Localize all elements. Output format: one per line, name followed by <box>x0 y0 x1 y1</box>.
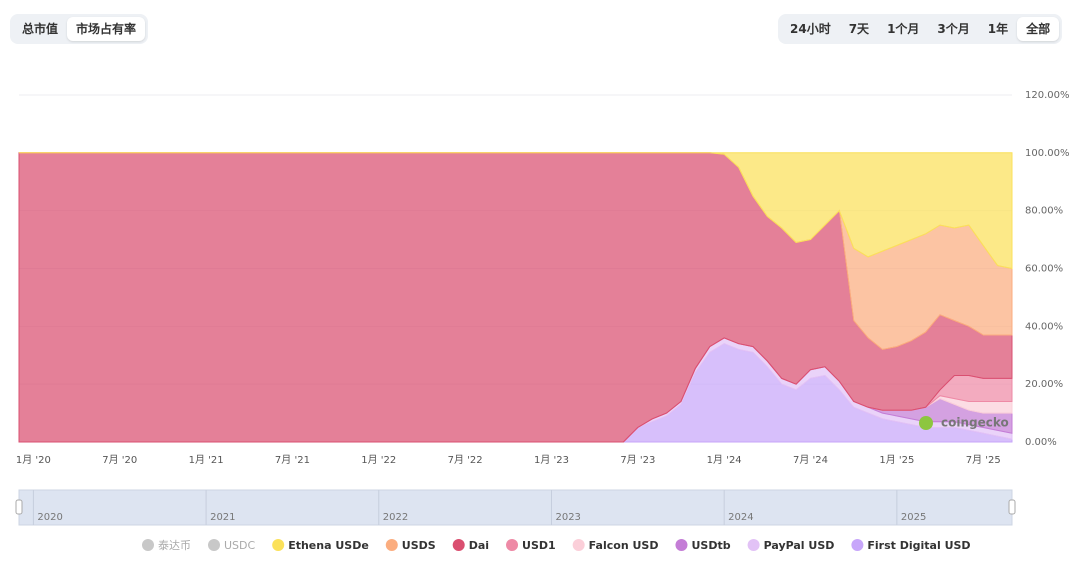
toggle-button[interactable]: 1个月 <box>887 22 920 36</box>
legend-item[interactable]: Dai <box>452 539 489 552</box>
x-tick-label: 7月 '25 <box>966 454 1001 466</box>
y-tick-label: 80.00% <box>1025 206 1063 217</box>
legend-label: Dai <box>469 539 489 552</box>
y-tick-label: 60.00% <box>1025 264 1063 275</box>
legend-item[interactable]: USDC <box>208 539 256 552</box>
y-tick-label: 100.00% <box>1025 148 1070 159</box>
view-toggle: 总市值 市场占有率 <box>10 14 149 44</box>
legend-label: Ethena USDe <box>288 539 369 552</box>
legend-dot <box>208 539 220 551</box>
x-tick-label: 1月 '25 <box>879 454 914 466</box>
watermark-logo <box>919 416 933 430</box>
x-tick-label: 1月 '20 <box>16 454 51 466</box>
legend-label: USDS <box>402 539 436 552</box>
legend-label: USDC <box>224 539 256 552</box>
x-tick-label: 1月 '23 <box>534 454 569 466</box>
legend-label: USDtb <box>691 539 730 552</box>
legend-label: USD1 <box>522 539 556 552</box>
legend-dot <box>142 539 154 551</box>
navigator-handle[interactable] <box>1008 499 1016 515</box>
legend-label: 泰达币 <box>158 538 191 552</box>
toggle-button[interactable]: 市场占有率 <box>67 17 146 41</box>
x-tick-label: 7月 '20 <box>102 454 137 466</box>
watermark: coingecko <box>941 416 1009 430</box>
legend-item[interactable]: PayPal USD <box>747 539 835 552</box>
navigator-label: 2021 <box>210 512 235 523</box>
legend-item[interactable]: USD1 <box>506 539 556 552</box>
legend-dot <box>747 539 760 551</box>
legend-dot <box>452 539 465 551</box>
range-toggle: 24小时 7天 1个月 3个月 1年 全部 <box>778 14 1063 44</box>
legend-item[interactable]: USDS <box>385 539 436 552</box>
legend-dot <box>572 539 585 551</box>
legend-dot <box>851 539 864 551</box>
x-tick-label: 1月 '24 <box>707 454 742 466</box>
navigator <box>18 489 1013 526</box>
legend-label: Falcon USD <box>589 539 659 552</box>
x-tick-label: 7月 '22 <box>448 454 483 466</box>
legend-item[interactable]: Falcon USD <box>572 539 659 552</box>
navigator-label: 2020 <box>37 512 62 523</box>
area <box>19 152 1013 270</box>
navigator-label: 2024 <box>728 512 753 523</box>
x-tick-label: 7月 '23 <box>620 454 655 466</box>
x-tick-label: 7月 '21 <box>275 454 310 466</box>
navigator-label: 2022 <box>383 512 408 523</box>
legend-dot <box>385 539 398 551</box>
navigator-handle[interactable] <box>15 499 23 515</box>
legend-label: First Digital USD <box>867 539 970 552</box>
legend-item[interactable]: First Digital USD <box>851 539 971 552</box>
x-tick-label: 7月 '24 <box>793 454 828 466</box>
toggle-button[interactable]: 24小时 <box>790 22 831 36</box>
legend-label: PayPal USD <box>764 539 835 552</box>
legend-dot <box>506 539 519 551</box>
legend-dot <box>272 539 285 551</box>
toggle-button[interactable]: 7天 <box>848 22 870 36</box>
toggle-button[interactable]: 全部 <box>1017 17 1060 41</box>
y-tick-label: 20.00% <box>1025 379 1063 390</box>
legend-item[interactable]: USDtb <box>675 539 731 552</box>
toggle-button[interactable]: 总市值 <box>22 22 59 36</box>
x-tick-label: 1月 '22 <box>361 454 396 466</box>
y-tick-label: 120.00% <box>1025 90 1070 101</box>
x-tick-label: 1月 '21 <box>189 454 224 466</box>
y-tick-label: 40.00% <box>1025 321 1063 332</box>
navigator-label: 2025 <box>901 512 926 523</box>
y-tick-label: 0.00% <box>1025 437 1057 448</box>
legend-dot <box>675 539 688 551</box>
toggle-button[interactable]: 1年 <box>987 22 1009 36</box>
navigator-label: 2023 <box>555 512 580 523</box>
toggle-button[interactable]: 3个月 <box>937 22 970 36</box>
legend-item[interactable]: 泰达币 <box>142 538 191 552</box>
legend-item[interactable]: Ethena USDe <box>272 539 369 552</box>
